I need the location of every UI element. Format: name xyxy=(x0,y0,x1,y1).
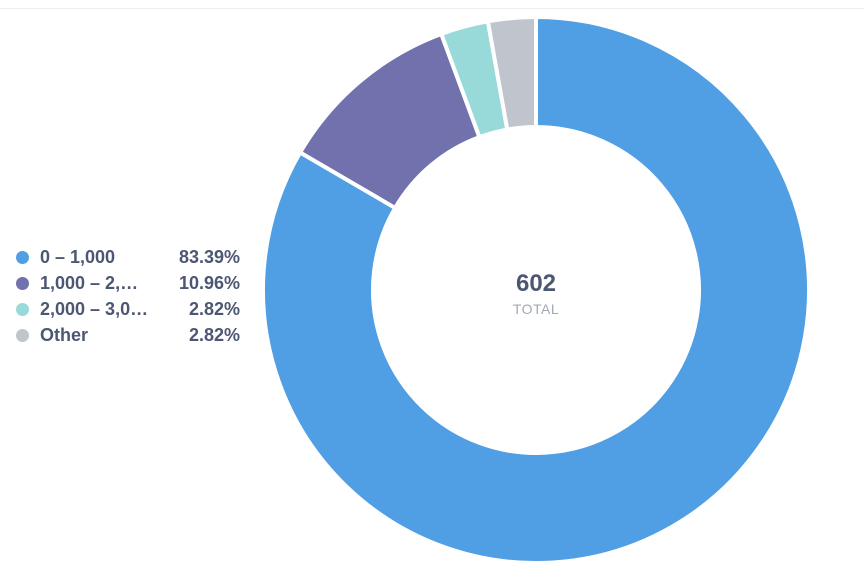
legend-item-0-1000[interactable]: 0 – 1,000 83.39% xyxy=(16,244,242,270)
top-divider xyxy=(0,8,864,9)
legend-percent-2000-3000: 2.82% xyxy=(188,298,240,319)
legend-percent-0-1000: 83.39% xyxy=(178,246,240,267)
donut-total-value: 602 xyxy=(516,270,556,297)
legend-dot-other xyxy=(16,328,29,342)
legend-dot-0-1000 xyxy=(16,250,29,264)
donut-slice-0[interactable] xyxy=(261,15,811,565)
legend-label-2000-3000: 2,000 – 3,0… xyxy=(40,298,149,319)
legend-label-1000-2000: 1,000 – 2,… xyxy=(40,272,139,293)
legend-dot-2000-3000 xyxy=(16,302,29,316)
legend-item-1000-2000[interactable]: 1,000 – 2,… 10.96% xyxy=(16,270,242,296)
legend-item-other[interactable]: Other 2.82% xyxy=(16,322,242,348)
donut-slice-3[interactable] xyxy=(485,15,538,132)
chart-legend: 0 – 1,000 83.39% 1,000 – 2,… 10.96% 2,00… xyxy=(16,244,242,348)
legend-percent-other: 2.82% xyxy=(188,324,240,345)
legend-dot-1000-2000 xyxy=(16,276,29,290)
legend-label-other: Other xyxy=(40,324,89,345)
legend-percent-1000-2000: 10.96% xyxy=(178,272,240,293)
legend-label-0-1000: 0 – 1,000 xyxy=(40,246,116,267)
donut-total-label: TOTAL xyxy=(513,301,559,317)
donut-slices xyxy=(261,15,811,565)
legend-item-2000-3000[interactable]: 2,000 – 3,0… 2.82% xyxy=(16,296,242,322)
